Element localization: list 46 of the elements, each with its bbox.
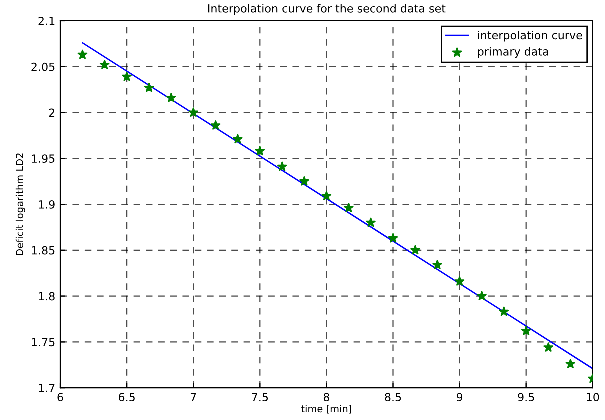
x-tick-label: 7.5 — [252, 393, 268, 402]
point — [210, 120, 221, 130]
point — [122, 72, 132, 82]
point — [78, 50, 88, 60]
x-tick-label: 7 — [190, 393, 196, 402]
point — [166, 93, 176, 102]
point — [432, 260, 442, 270]
y-tick-label: 1.95 — [32, 154, 55, 164]
point — [233, 134, 243, 144]
x-tick-label: 8 — [324, 393, 330, 402]
x-tick-label: 8.5 — [385, 393, 402, 402]
x-tick-label: 6.5 — [118, 393, 135, 402]
point — [278, 162, 288, 172]
point — [144, 82, 154, 92]
point — [499, 306, 509, 316]
y-tick-label: 2.05 — [32, 62, 55, 72]
y-tick-label: 2.1 — [38, 16, 55, 26]
x-tick-label: 9.5 — [518, 393, 534, 402]
point — [566, 359, 576, 368]
y-tick-label: 1.9 — [39, 200, 55, 209]
y-tick-label: 1.85 — [32, 246, 55, 255]
point — [521, 326, 532, 336]
point — [477, 291, 487, 301]
point — [322, 191, 332, 201]
point — [100, 60, 110, 70]
point — [544, 342, 554, 352]
y-tick-label: 1.8 — [39, 292, 55, 301]
y-axis-title: Deficit logarithm LD2 — [16, 154, 26, 256]
legend-label: interpolation curve — [478, 31, 582, 42]
point — [454, 276, 465, 286]
point — [366, 218, 376, 228]
legend-label: primary data — [478, 47, 548, 58]
point — [188, 108, 198, 118]
point — [255, 146, 266, 156]
point — [410, 245, 420, 255]
x-axis-title: time [min] — [301, 405, 352, 414]
chart-title: Interpolation curve for the second data set — [208, 4, 446, 15]
point — [300, 176, 310, 186]
y-tick-label: 1.75 — [32, 338, 55, 347]
y-tick-label: 2 — [49, 108, 55, 117]
x-tick-label: 10 — [587, 393, 600, 402]
x-tick-label: 6 — [58, 393, 64, 402]
point — [388, 233, 398, 243]
y-tick-label: 1.7 — [39, 384, 55, 392]
x-tick-label: 9 — [456, 393, 463, 402]
point — [344, 203, 354, 212]
